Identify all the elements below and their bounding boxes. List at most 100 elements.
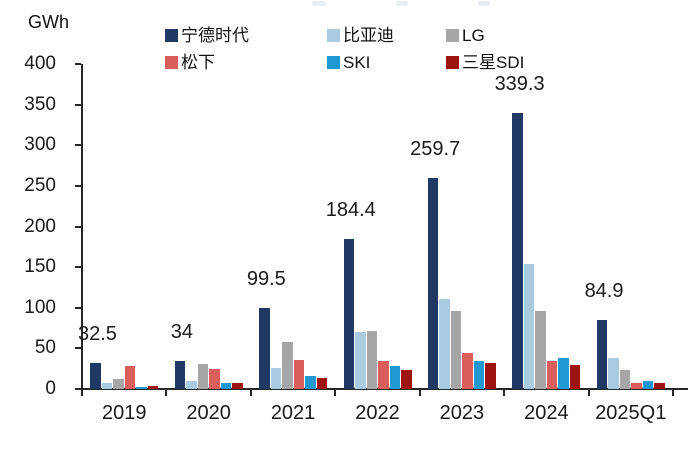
legend-item: 松下 xyxy=(165,53,215,72)
bar xyxy=(343,239,354,389)
bar xyxy=(220,383,232,389)
bar xyxy=(608,358,619,389)
bar xyxy=(631,383,642,389)
x-axis-label: 2020 xyxy=(186,402,231,424)
y-tick-label: 200 xyxy=(24,215,56,237)
y-tick-label: 350 xyxy=(24,93,56,115)
x-axis-label: 2019 xyxy=(101,402,147,424)
bar xyxy=(450,311,462,389)
x-axis-label: 2025Q1 xyxy=(595,402,667,424)
legend-swatch-icon xyxy=(446,29,459,42)
bar xyxy=(439,298,450,389)
bar-value-label: 339.3 xyxy=(494,73,545,96)
bar xyxy=(305,376,316,389)
y-axis-tick xyxy=(75,63,81,65)
x-axis-tick xyxy=(81,388,83,396)
bar xyxy=(293,359,305,389)
cropped-text-artifact xyxy=(396,1,408,6)
y-axis-tick xyxy=(75,347,81,350)
y-axis-tick xyxy=(75,225,81,228)
y-tick-label: 250 xyxy=(24,174,56,196)
cropped-text-artifact xyxy=(312,1,326,6)
bar xyxy=(101,383,113,389)
bar-value-label: 32.5 xyxy=(77,322,117,345)
bar xyxy=(113,379,124,389)
bar xyxy=(232,382,243,389)
bar xyxy=(462,353,473,389)
y-tick-label: 400 xyxy=(24,53,56,74)
bar xyxy=(366,331,377,389)
legend-swatch-icon xyxy=(327,29,340,42)
bar xyxy=(523,263,535,389)
bar xyxy=(535,311,546,389)
x-axis-label: 2022 xyxy=(355,402,400,424)
x-axis-tick xyxy=(249,388,252,396)
x-axis-tick xyxy=(418,388,421,396)
bar xyxy=(282,341,293,389)
bar-value-label: 99.5 xyxy=(246,268,286,291)
legend-label: SKI xyxy=(343,53,371,72)
bar xyxy=(558,358,569,389)
bar xyxy=(197,363,209,389)
bar xyxy=(378,361,389,389)
bar-value-label: 84.9 xyxy=(584,280,624,303)
x-axis-label: 2023 xyxy=(439,402,485,424)
y-axis-tick xyxy=(75,144,81,147)
x-axis-tick xyxy=(587,388,590,396)
bar xyxy=(485,363,496,389)
x-axis-tick xyxy=(672,388,674,396)
legend-label: 三星SDI xyxy=(462,53,525,72)
y-tick-label: 300 xyxy=(24,134,56,156)
bar xyxy=(270,367,282,389)
bar xyxy=(619,369,631,389)
bar xyxy=(90,362,101,389)
bar xyxy=(316,378,328,389)
bar-value-label: 184.4 xyxy=(325,199,376,222)
bar-value-label: 259.7 xyxy=(410,137,461,160)
bar xyxy=(569,365,581,389)
bar xyxy=(136,387,147,389)
y-axis-tick xyxy=(75,103,81,106)
legend-item: 宁德时代 xyxy=(165,26,249,45)
legend-swatch-icon xyxy=(446,56,459,69)
bar xyxy=(546,360,558,389)
bar-value-label: 34 xyxy=(170,321,194,344)
legend-item: SKI xyxy=(327,53,370,72)
x-axis-tick xyxy=(165,388,168,396)
legend-item: 三星SDI xyxy=(446,53,524,72)
bar xyxy=(259,308,270,389)
x-axis-label: 2024 xyxy=(524,402,569,424)
y-axis-tick xyxy=(75,184,81,187)
y-tick-label: 100 xyxy=(24,296,56,318)
bar xyxy=(473,361,485,389)
x-axis-line xyxy=(81,388,688,390)
y-tick-label: 50 xyxy=(34,337,56,359)
legend-label: 宁德时代 xyxy=(181,26,249,45)
bar xyxy=(427,177,439,389)
y-axis-tick xyxy=(75,306,81,309)
bar xyxy=(401,370,412,389)
bar xyxy=(654,383,665,389)
legend-swatch-icon xyxy=(165,56,178,69)
legend-swatch-icon xyxy=(165,29,178,42)
bar xyxy=(512,113,523,389)
bar xyxy=(389,366,400,389)
x-axis-tick xyxy=(334,388,337,396)
y-axis-tick xyxy=(75,388,81,390)
x-axis-tick xyxy=(503,388,506,396)
y-axis-unit-label: GWh xyxy=(28,12,70,32)
y-axis-line xyxy=(81,64,83,391)
y-tick-label: 0 xyxy=(45,378,56,399)
legend-label: LG xyxy=(462,26,485,45)
bar xyxy=(642,380,654,389)
bar xyxy=(147,385,159,389)
bar xyxy=(174,361,186,389)
bar xyxy=(355,332,366,389)
bar xyxy=(124,366,136,389)
legend-swatch-icon xyxy=(327,56,340,69)
x-axis-label: 2021 xyxy=(270,402,316,424)
legend-item: LG xyxy=(446,26,485,45)
cropped-text-artifact xyxy=(478,1,490,6)
legend-label: 松下 xyxy=(181,53,215,72)
